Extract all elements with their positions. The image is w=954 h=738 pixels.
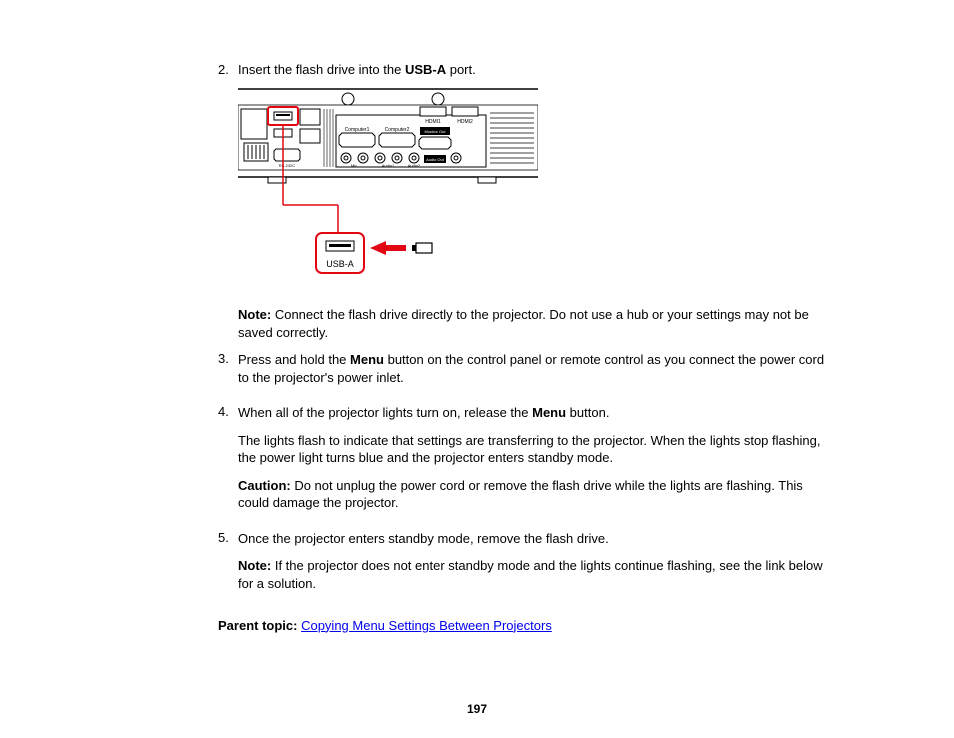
- caution-text: Do not unplug the power cord or remove t…: [238, 478, 803, 511]
- svg-text:Computer2: Computer2: [385, 127, 410, 133]
- usb-a-label: USB-A: [326, 259, 354, 269]
- svg-text:Monitor Out: Monitor Out: [425, 129, 447, 134]
- svg-text:Audio2: Audio2: [408, 163, 421, 168]
- port-diagram: HDMI1 HDMI2 Monitor Out Computer1 Comput…: [238, 85, 834, 288]
- page-number: 197: [0, 702, 954, 716]
- step-text: port.: [446, 62, 476, 77]
- parent-topic-link[interactable]: Copying Menu Settings Between Projectors: [301, 618, 552, 633]
- svg-text:Audio1: Audio1: [382, 163, 395, 168]
- step-bold: Menu: [350, 352, 384, 367]
- step-bold: USB-A: [405, 62, 446, 77]
- projector-back-panel-svg: HDMI1 HDMI2 Monitor Out Computer1 Comput…: [238, 85, 538, 285]
- step-2: 2. Insert the flash drive into the USB-A…: [218, 62, 834, 77]
- svg-text:RS-232C: RS-232C: [279, 163, 296, 168]
- note-label: Note:: [238, 307, 271, 322]
- step-body: When all of the projector lights turn on…: [238, 404, 834, 522]
- svg-text:Audio Out: Audio Out: [426, 157, 445, 162]
- step-text: button.: [566, 405, 609, 420]
- step-text: Press and hold the: [238, 352, 350, 367]
- note-text: Connect the flash drive directly to the …: [238, 307, 809, 340]
- parent-topic: Parent topic: Copying Menu Settings Betw…: [218, 617, 834, 635]
- note-1: Note: Connect the flash drive directly t…: [238, 306, 834, 341]
- step-number: 3.: [218, 351, 238, 396]
- step-text: Insert the flash drive into the: [238, 62, 405, 77]
- parent-topic-label: Parent topic:: [218, 618, 301, 633]
- svg-text:HDMI1: HDMI1: [425, 119, 441, 125]
- step-3: 3. Press and hold the Menu button on the…: [218, 351, 834, 396]
- step-number: 4.: [218, 404, 238, 522]
- step-body: Once the projector enters standby mode, …: [238, 530, 834, 603]
- note-text: If the projector does not enter standby …: [238, 558, 823, 591]
- step-body: Insert the flash drive into the USB-A po…: [238, 62, 834, 77]
- step-number: 2.: [218, 62, 238, 77]
- step-number: 5.: [218, 530, 238, 603]
- transfer-description: The lights flash to indicate that settin…: [238, 432, 834, 467]
- caution-label: Caution:: [238, 478, 291, 493]
- step-body: Press and hold the Menu button on the co…: [238, 351, 834, 386]
- svg-text:Mic: Mic: [351, 163, 357, 168]
- step-text: When all of the projector lights turn on…: [238, 405, 532, 420]
- step-5: 5. Once the projector enters standby mod…: [218, 530, 834, 603]
- document-page: 2. Insert the flash drive into the USB-A…: [0, 0, 954, 634]
- step-bold: Menu: [532, 405, 566, 420]
- svg-text:HDMI2: HDMI2: [457, 119, 473, 125]
- svg-text:Computer1: Computer1: [345, 127, 370, 133]
- note-2: Note: If the projector does not enter st…: [238, 557, 834, 592]
- note-label: Note:: [238, 558, 271, 573]
- step-4: 4. When all of the projector lights turn…: [218, 404, 834, 522]
- step-text: Once the projector enters standby mode, …: [238, 530, 834, 548]
- caution-block: Caution: Do not unplug the power cord or…: [238, 477, 834, 512]
